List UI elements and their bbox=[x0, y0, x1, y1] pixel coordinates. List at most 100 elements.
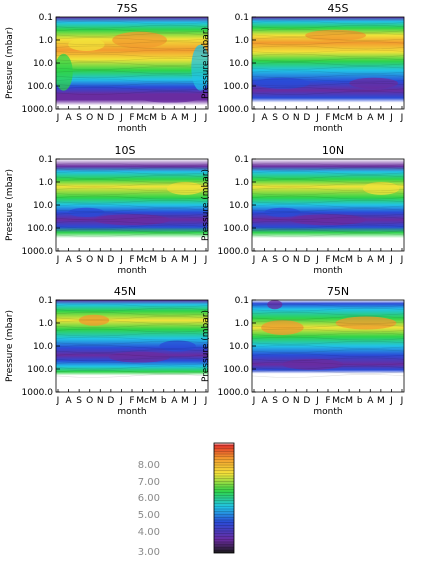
x-tick-label: J bbox=[56, 396, 60, 406]
contour-line bbox=[56, 191, 208, 196]
heatmap-region bbox=[267, 300, 283, 310]
x-tick-label: J bbox=[315, 113, 319, 123]
contour-line bbox=[252, 37, 404, 41]
colorbar-tick: 4.00 bbox=[138, 527, 160, 538]
contour-line bbox=[252, 361, 404, 366]
x-tick-label: J bbox=[119, 255, 123, 265]
contour-line bbox=[252, 179, 404, 183]
x-tick-label: M bbox=[181, 255, 189, 265]
contour-line bbox=[252, 53, 404, 58]
x-tick-label: S bbox=[272, 113, 278, 123]
contour-line bbox=[56, 62, 208, 66]
x-tick-label: S bbox=[272, 255, 278, 265]
x-tick-label: b bbox=[357, 255, 363, 265]
contour-line bbox=[252, 171, 404, 175]
contour-line bbox=[252, 229, 404, 233]
contour-line bbox=[252, 33, 404, 37]
contour-line bbox=[252, 208, 404, 212]
contour-line bbox=[252, 200, 404, 204]
x-tick-label: S bbox=[76, 255, 82, 265]
contour-line bbox=[56, 341, 208, 345]
x-axis-label: month bbox=[313, 266, 342, 276]
x-tick-label: J bbox=[56, 255, 60, 265]
contour-line bbox=[252, 187, 404, 192]
colorbar-tick: 8.00 bbox=[138, 460, 160, 471]
y-tick-label: 10.0 bbox=[229, 59, 249, 69]
contour-line bbox=[56, 316, 208, 320]
contour-line bbox=[56, 365, 208, 370]
contour-line bbox=[56, 345, 208, 349]
contour-line bbox=[56, 41, 208, 45]
contour-line bbox=[56, 29, 208, 33]
x-tick-label: Mc bbox=[332, 113, 345, 123]
contour-line bbox=[252, 74, 404, 79]
heatmap-region bbox=[305, 29, 366, 41]
contour-line bbox=[56, 349, 208, 353]
y-tick-label: 1000.0 bbox=[218, 388, 250, 398]
heatmap-region bbox=[68, 207, 105, 217]
x-tick-label: M bbox=[345, 396, 353, 406]
heatmap-region bbox=[290, 214, 366, 226]
x-tick-label: A bbox=[367, 396, 374, 406]
x-tick-label: F bbox=[129, 255, 134, 265]
contour-line bbox=[252, 191, 404, 196]
x-tick-label: J bbox=[193, 255, 197, 265]
heatmap-field bbox=[56, 17, 208, 109]
contour-line bbox=[252, 58, 404, 62]
x-tick-label: D bbox=[303, 255, 310, 265]
contour-line bbox=[56, 171, 208, 175]
contour-line bbox=[252, 62, 404, 66]
contour-line bbox=[56, 33, 208, 37]
contour-line bbox=[56, 175, 208, 179]
x-tick-label: Mc bbox=[136, 396, 149, 406]
y-tick-label: 0.1 bbox=[235, 296, 249, 306]
contour-line bbox=[252, 332, 404, 337]
y-tick-label: 10.0 bbox=[229, 342, 249, 352]
colorbar-tick: 6.00 bbox=[138, 493, 160, 504]
x-tick-label: A bbox=[171, 113, 178, 123]
y-tick-label: 1000.0 bbox=[22, 388, 54, 398]
x-tick-label: F bbox=[325, 255, 330, 265]
x-tick-label: b bbox=[357, 396, 363, 406]
contour-line bbox=[252, 29, 404, 33]
contour-line bbox=[56, 224, 208, 229]
y-tick-label: 1.0 bbox=[235, 36, 250, 46]
contour-line bbox=[252, 82, 404, 87]
x-tick-label: A bbox=[65, 255, 72, 265]
x-tick-label: N bbox=[97, 255, 104, 265]
contour-line bbox=[252, 41, 404, 45]
contour-line bbox=[252, 365, 404, 370]
x-tick-label: J bbox=[204, 396, 208, 406]
contour-line bbox=[252, 324, 404, 328]
x-tick-label: O bbox=[86, 255, 93, 265]
heatmap-field bbox=[252, 300, 404, 392]
colorbar-tick: 7.00 bbox=[138, 477, 160, 488]
heatmap-region bbox=[166, 182, 204, 195]
contour-line bbox=[56, 78, 208, 83]
x-tick-label: F bbox=[129, 113, 134, 123]
contour-line bbox=[56, 187, 208, 192]
y-tick-label: 1.0 bbox=[235, 319, 250, 329]
y-tick-label: 0.1 bbox=[235, 155, 249, 165]
heatmap-region bbox=[191, 44, 208, 91]
x-tick-label: M bbox=[345, 255, 353, 265]
y-tick-label: 1.0 bbox=[235, 178, 250, 188]
x-axis-label: month bbox=[313, 124, 342, 134]
contour-line bbox=[252, 357, 404, 362]
x-tick-label: J bbox=[204, 113, 208, 123]
y-tick-label: 100.0 bbox=[27, 224, 53, 234]
x-tick-label: J bbox=[400, 396, 404, 406]
contour-line bbox=[56, 312, 208, 316]
x-tick-label: Mc bbox=[136, 255, 149, 265]
x-tick-label: N bbox=[293, 396, 300, 406]
y-axis-label: Pressure (mbar) bbox=[201, 169, 211, 241]
y-tick-label: 1000.0 bbox=[218, 247, 250, 257]
y-axis-label: Pressure (mbar) bbox=[201, 27, 211, 99]
x-tick-label: b bbox=[161, 396, 167, 406]
contour-line bbox=[252, 224, 404, 229]
contour-line bbox=[252, 195, 404, 200]
